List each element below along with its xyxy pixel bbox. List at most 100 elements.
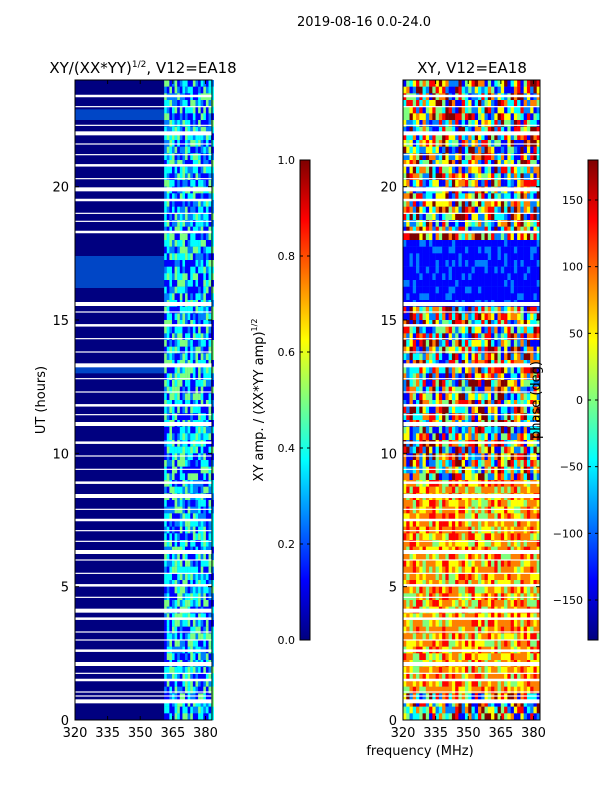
phase-cell — [478, 460, 482, 467]
phase-cell — [474, 473, 479, 481]
phase-cell — [500, 133, 505, 141]
amplitude-cell — [182, 506, 186, 514]
amplitude-cell — [182, 280, 186, 287]
phase-cell — [412, 160, 417, 167]
phase-cell — [429, 320, 433, 327]
amplitude-cell — [164, 413, 167, 421]
amplitude-cell — [164, 600, 167, 607]
amplitude-cell — [169, 713, 173, 721]
phase-cell — [461, 453, 466, 461]
phase-cell — [497, 473, 502, 481]
phase-cell — [471, 206, 475, 214]
phase-cell — [536, 433, 541, 441]
phase-cell — [513, 513, 518, 521]
amplitude-cell — [164, 86, 167, 94]
amplitude-cell — [166, 120, 170, 127]
amplitude-cell — [192, 273, 196, 281]
phase-cell — [507, 553, 511, 561]
phase-cell — [478, 346, 482, 354]
phase-cell — [484, 153, 489, 161]
amplitude-cell — [185, 413, 188, 421]
amplitude-cell — [211, 313, 214, 321]
amplitude-cell — [203, 460, 207, 467]
amplitude-cell — [205, 273, 209, 281]
phase-cell — [455, 166, 459, 174]
phase-cell — [429, 180, 433, 187]
amplitude-cell — [174, 406, 178, 414]
phase-cell — [406, 193, 410, 201]
phase-cell — [500, 393, 505, 401]
amplitude-cell — [177, 353, 181, 361]
phase-cell — [442, 113, 446, 121]
amplitude-cell — [211, 206, 214, 214]
amplitude-cell — [211, 466, 214, 474]
phase-cell — [406, 446, 410, 454]
amplitude-cell — [177, 446, 181, 454]
phase-cell — [494, 260, 498, 267]
phase-cell — [471, 266, 475, 274]
phase-cell — [461, 540, 466, 547]
phase-cell — [422, 333, 427, 341]
amplitude-cell — [179, 146, 183, 154]
amplitude-cell — [169, 520, 173, 527]
phase-cell — [451, 326, 456, 334]
phase-cell — [536, 233, 541, 241]
phase-cell — [497, 346, 502, 354]
amplitude-cell — [177, 380, 181, 387]
phase-cell — [429, 280, 433, 287]
amplitude-cell — [203, 693, 207, 701]
phase-cell — [481, 426, 485, 434]
amplitude-cell — [200, 473, 204, 481]
amplitude-cell — [190, 686, 194, 694]
phase-cell — [445, 126, 449, 134]
amplitude-cell — [164, 700, 167, 707]
phase-cell — [491, 80, 495, 87]
phase-cell — [425, 393, 430, 401]
amplitude-cell — [171, 86, 175, 94]
phase-cell — [406, 366, 410, 374]
phase-cell — [432, 80, 436, 87]
amplitude-cell — [177, 540, 181, 547]
phase-cell — [442, 346, 446, 354]
amplitude-cell — [192, 266, 196, 274]
amplitude-cell — [208, 553, 212, 561]
amplitude-cell — [205, 280, 209, 287]
phase-cell — [510, 313, 515, 321]
phase-cell — [474, 206, 479, 214]
amplitude-cell — [166, 213, 170, 221]
phase-cell — [412, 266, 417, 274]
amplitude-cell — [198, 533, 201, 541]
amplitude-cell — [185, 326, 188, 334]
phase-cell — [445, 213, 449, 221]
phase-cell — [448, 153, 453, 161]
amplitude-cell — [169, 446, 173, 454]
amplitude-cell — [208, 286, 212, 294]
phase-cell — [455, 353, 459, 361]
amplitude-cell — [164, 586, 167, 594]
amplitude-cell — [211, 553, 214, 561]
amplitude-cell — [174, 113, 178, 121]
amplitude-cell — [211, 513, 214, 521]
phase-cell — [464, 86, 469, 94]
phase-cell — [455, 413, 459, 421]
phase-cell — [504, 106, 508, 114]
amplitude-cell — [195, 700, 199, 707]
amplitude-cell — [179, 706, 183, 714]
amplitude-cell — [198, 100, 201, 107]
amplitude-cell — [200, 413, 204, 421]
phase-cell — [406, 453, 410, 461]
amplitude-cell — [192, 513, 196, 521]
phase-cell — [517, 220, 521, 227]
phase-cell — [510, 306, 515, 314]
phase-cell — [497, 80, 502, 87]
phase-cell — [458, 353, 462, 361]
phase-cell — [517, 240, 521, 247]
amplitude-cell — [164, 280, 167, 287]
phase-cell — [497, 260, 502, 267]
amplitude-cell — [190, 653, 194, 661]
amplitude-cell — [179, 133, 183, 141]
phase-cell — [455, 533, 459, 541]
phase-cell — [513, 406, 518, 414]
amplitude-cell — [169, 566, 173, 574]
figure-suptitle: 2019-08-16 0.0-24.0 — [297, 15, 431, 30]
